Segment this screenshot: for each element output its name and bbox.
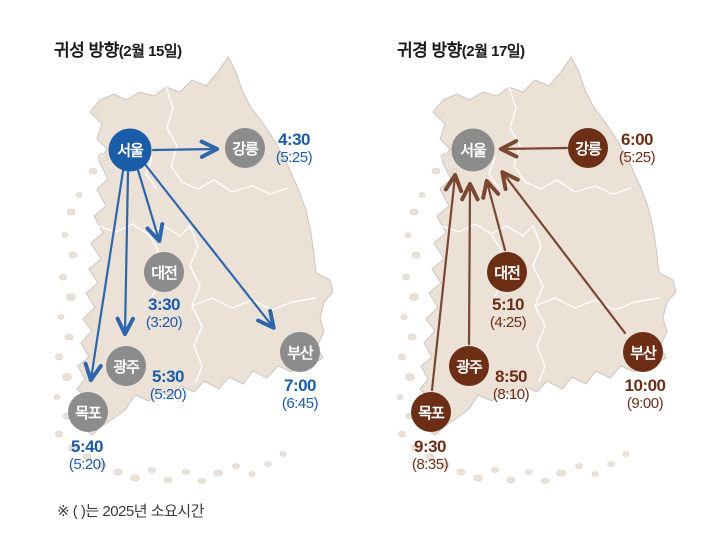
- travel-time-2025: (3:20): [145, 314, 183, 331]
- footnote: ※ ( )는 2025년 소요시간: [57, 503, 204, 520]
- city-node-gwangju: 광주: [106, 346, 146, 386]
- city-label: 대전: [494, 264, 521, 282]
- city-label: 강릉: [232, 140, 259, 158]
- city-label: 서울: [460, 142, 487, 160]
- travel-time-2025: (6:45): [281, 395, 319, 412]
- city-label: 강릉: [575, 140, 602, 158]
- panel-title-date: (2월 17일): [461, 43, 525, 60]
- time-label-daejeon: 3:30 (3:20): [145, 295, 183, 332]
- travel-time: 9:30: [413, 437, 447, 456]
- city-node-gangneung: 강릉: [568, 128, 608, 168]
- city-label: 부산: [287, 344, 314, 362]
- travel-time-2025: (4:25): [489, 314, 527, 331]
- arrow-gangneung-seoul: [498, 139, 569, 159]
- travel-time-2025: (8:35): [411, 456, 449, 473]
- city-node-seoul: 서울: [108, 128, 152, 172]
- travel-time-2025: (5:20): [149, 386, 187, 403]
- city-label: 목포: [418, 404, 445, 422]
- travel-time: 5:10: [491, 295, 525, 314]
- islands: [396, 152, 630, 484]
- time-label-gwangju: 8:50 (8:10): [492, 367, 530, 404]
- time-label-busan: 7:00 (6:45): [281, 376, 319, 413]
- city-node-busan: 부산: [280, 332, 320, 372]
- city-node-gwangju: 광주: [449, 346, 489, 386]
- travel-time-2025: (5:25): [275, 149, 313, 166]
- travel-time: 8:50: [494, 367, 528, 386]
- time-label-gangneung: 6:00 (5:25): [618, 130, 656, 167]
- city-label: 광주: [456, 358, 483, 376]
- city-label: 서울: [117, 142, 144, 160]
- time-label-gwangju: 5:30 (5:20): [149, 367, 187, 404]
- travel-time: 4:30: [277, 130, 311, 149]
- arrow-busan-seoul: [500, 170, 627, 335]
- city-node-daejeon: 대전: [144, 252, 184, 292]
- arrow-mokpo-seoul: [430, 172, 464, 392]
- travel-arrows: [430, 139, 627, 392]
- panel-title-text: 귀경 방향: [397, 41, 462, 60]
- time-label-gangneung: 4:30 (5:25): [275, 130, 313, 167]
- travel-time: 3:30: [147, 295, 181, 314]
- arrow-seoul-busan: [142, 161, 276, 330]
- city-node-busan: 부산: [623, 332, 663, 372]
- travel-time-2025: (9:00): [626, 395, 664, 412]
- province-borders: [440, 86, 660, 383]
- arrow-seoul-gangneung: [151, 139, 220, 159]
- travel-time-2025: (8:10): [492, 386, 530, 403]
- city-label: 광주: [113, 358, 140, 376]
- panel-return: 귀경 방향(2월 17일): [383, 30, 720, 500]
- city-label: 부산: [630, 344, 657, 362]
- panel-homecoming: 귀성 방향(2월 15일): [40, 30, 380, 500]
- korea-map-homecoming: 서울 강릉 대전 광주 목포 부산 4:30 (5:25) 3:30 (3:20…: [40, 30, 380, 500]
- city-label: 목포: [75, 404, 102, 422]
- city-node-mokpo: 목포: [68, 392, 108, 432]
- panel-title: 귀경 방향(2월 17일): [397, 36, 525, 61]
- time-label-busan: 10:00 (9:00): [624, 376, 666, 413]
- city-label: 대전: [151, 264, 178, 282]
- city-node-daejeon: 대전: [487, 252, 527, 292]
- city-node-gangneung: 강릉: [225, 128, 265, 168]
- city-node-mokpo: 목포: [411, 392, 451, 432]
- arrow-seoul-daejeon: [136, 168, 165, 244]
- travel-time: 7:00: [283, 376, 317, 395]
- panel-title-text: 귀성 방향: [54, 41, 119, 60]
- city-node-seoul: 서울: [451, 128, 495, 172]
- travel-time-2025: (5:25): [618, 149, 656, 166]
- korea-map-return: 서울 강릉 대전 광주 목포 부산 6:00 (5:25) 5:10 (4:25…: [383, 30, 720, 500]
- arrow-daejeon-seoul: [481, 178, 507, 252]
- panel-title-date: (2월 15일): [118, 43, 182, 60]
- arrow-seoul-gwangju: [115, 170, 135, 337]
- travel-time: 6:00: [620, 130, 654, 149]
- time-label-daejeon: 5:10 (4:25): [489, 295, 527, 332]
- travel-time: 5:30: [151, 367, 185, 386]
- time-label-mokpo: 9:30 (8:35): [411, 437, 449, 474]
- arrow-seoul-mokpo: [83, 169, 125, 383]
- time-label-mokpo: 5:40 (5:20): [68, 437, 106, 474]
- travel-arrows: [83, 139, 276, 383]
- panel-title: 귀성 방향(2월 15일): [54, 36, 182, 61]
- travel-time-2025: (5:20): [68, 456, 106, 473]
- arrow-gwangju-seoul: [460, 181, 480, 346]
- travel-time: 5:40: [70, 437, 104, 456]
- islands: [53, 152, 287, 484]
- travel-time: 10:00: [624, 376, 666, 395]
